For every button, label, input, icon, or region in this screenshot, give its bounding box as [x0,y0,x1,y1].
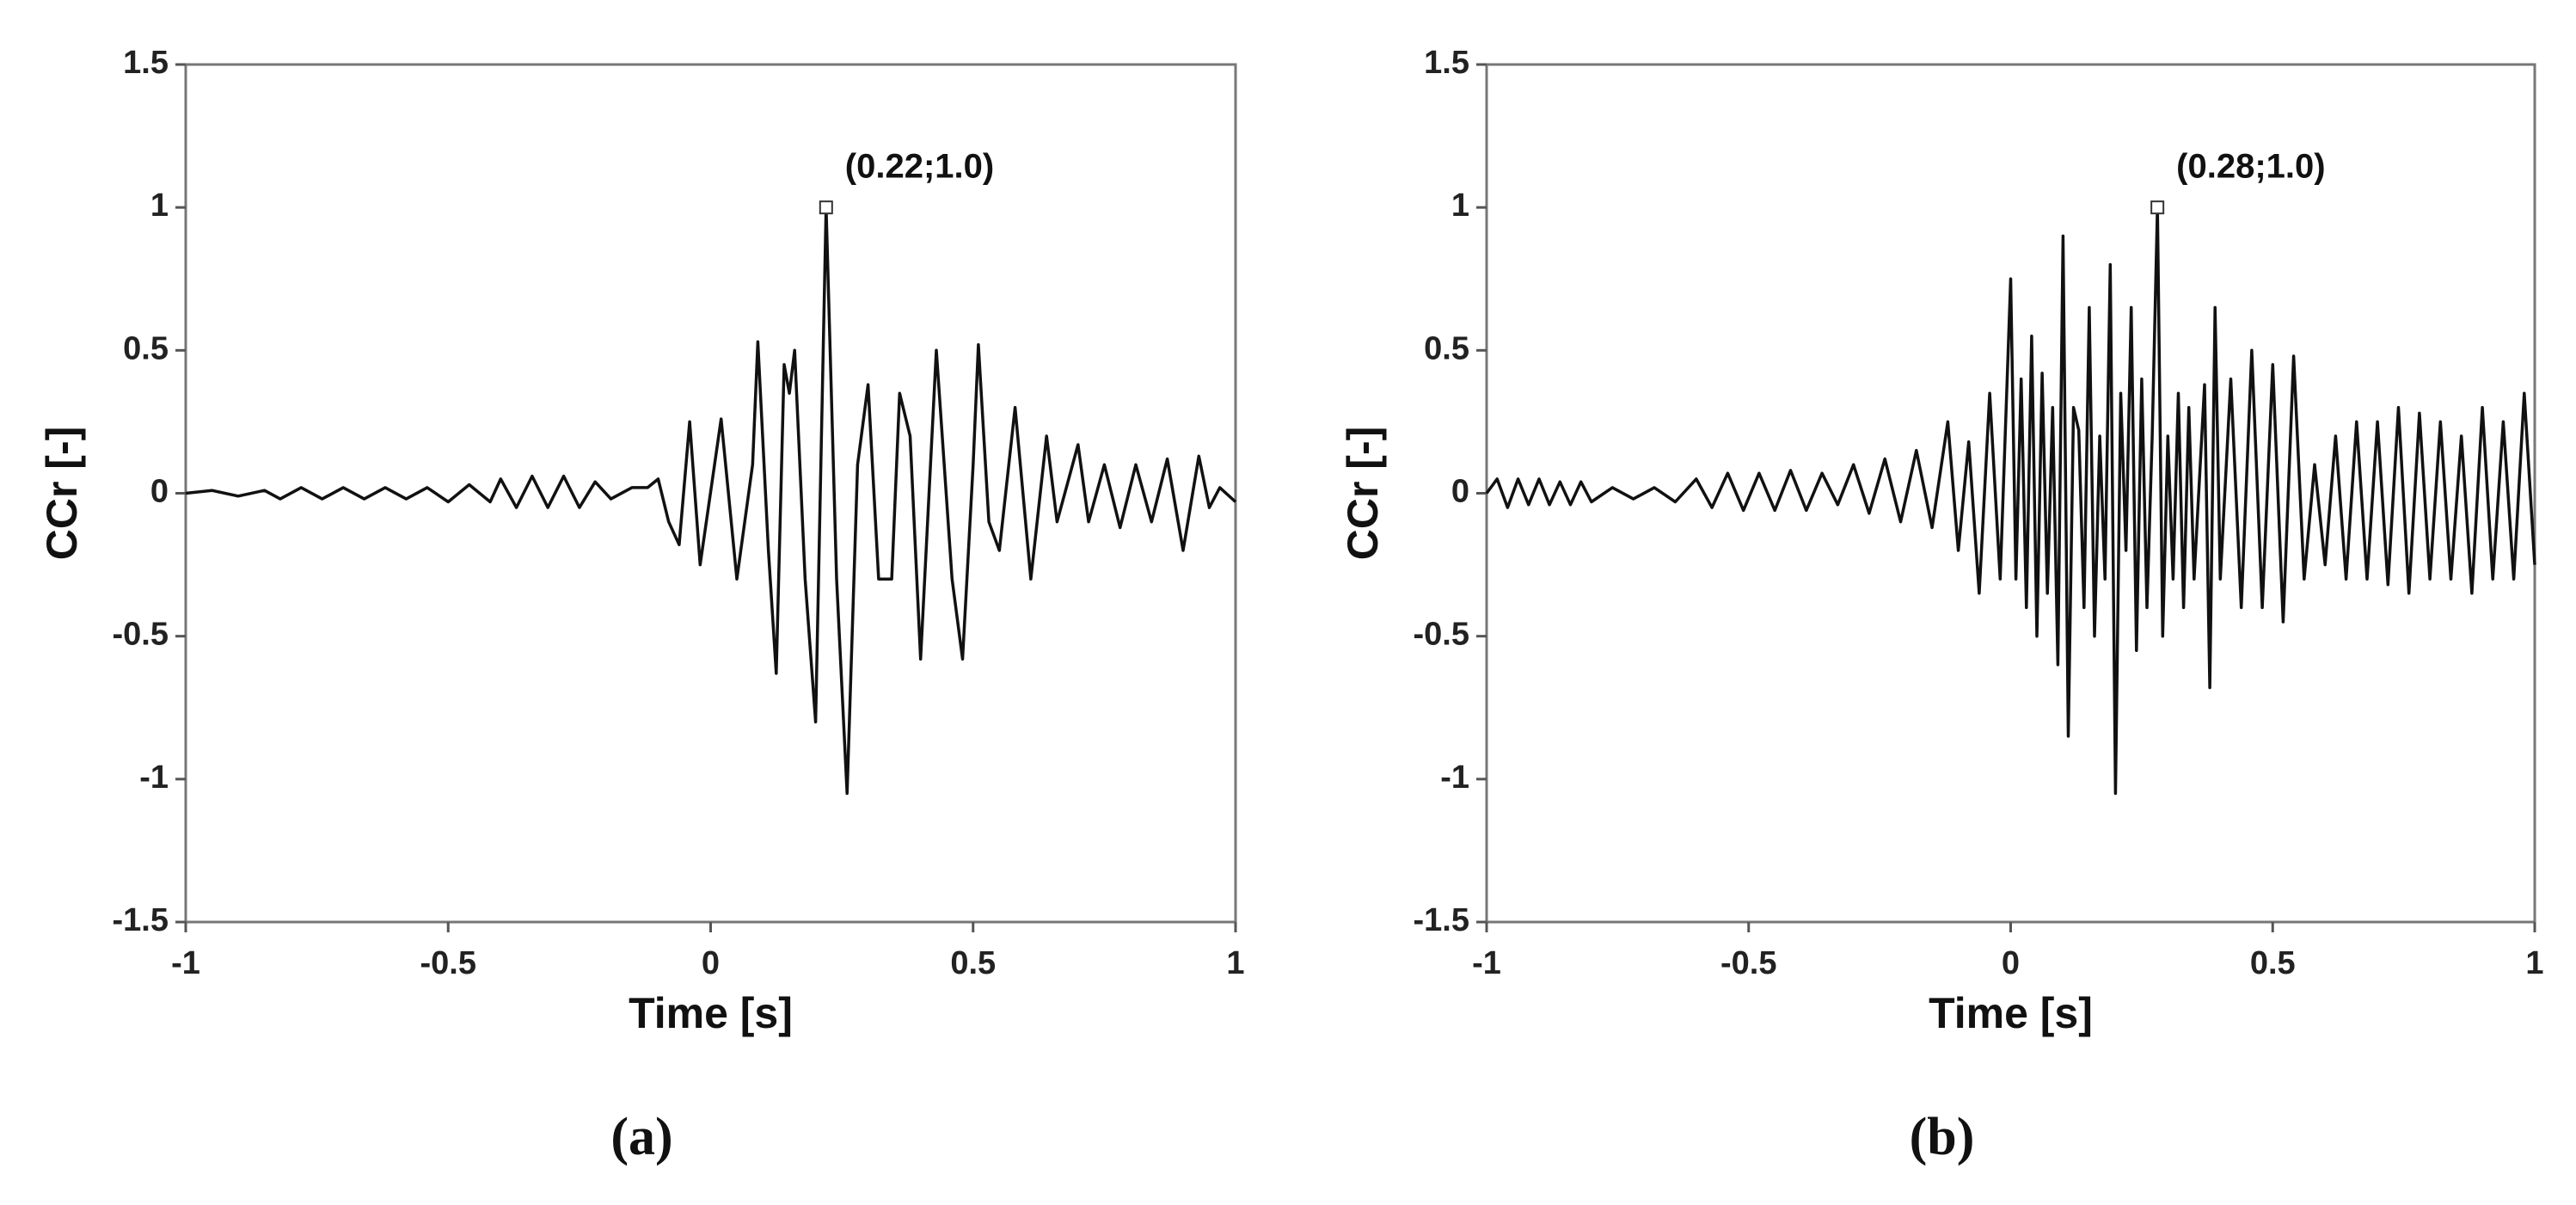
y-axis-title: CCr [-] [1339,427,1387,561]
x-tick-label: 0 [2002,945,2020,981]
x-axis-title: Time [s] [1929,989,2093,1037]
y-tick-label: -0.5 [113,617,169,653]
panel-caption: (a) [610,1108,672,1166]
x-tick-label: -1 [1472,945,1501,981]
x-tick-label: -1 [171,945,200,981]
x-tick-label: 1 [2525,945,2543,981]
peak-marker [819,200,833,215]
x-tick-label: 1 [1226,945,1244,981]
panel-caption: (b) [1910,1108,1975,1166]
x-tick-label: -0.5 [1720,945,1776,981]
peak-marker [2150,200,2165,215]
y-tick-label: -1 [1440,759,1469,796]
x-tick-label: 0.5 [2250,945,2296,981]
x-axis-title: Time [s] [629,989,793,1037]
y-tick-label: 1.5 [1424,45,1469,81]
y-tick-label: 1 [1451,188,1469,224]
y-tick-label: -1.5 [1414,902,1469,938]
y-tick-label: 0 [1451,474,1469,510]
y-tick-label: 1.5 [123,45,169,81]
x-tick-label: -0.5 [420,945,476,981]
y-tick-label: 0.5 [123,330,169,366]
y-tick-label: 1 [150,188,169,224]
y-tick-label: -1.5 [113,902,169,938]
signal-line [185,206,1237,796]
peak-annotation: (0.22;1.0) [845,148,994,186]
y-tick-label: -0.5 [1414,617,1469,653]
signal-line [1485,206,2536,796]
y-axis-title: CCr [-] [38,427,86,561]
y-tick-label: 0 [150,474,169,510]
x-tick-label: 0 [702,945,720,981]
y-tick-label: -1 [139,759,169,796]
x-tick-label: 0.5 [950,945,996,981]
peak-annotation: (0.28;1.0) [2176,148,2325,186]
y-tick-label: 0.5 [1424,330,1469,366]
